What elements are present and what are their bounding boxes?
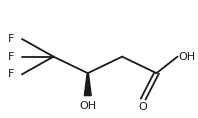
Text: F: F — [8, 69, 15, 79]
Text: O: O — [139, 102, 148, 112]
Text: OH: OH — [178, 52, 196, 62]
Text: F: F — [8, 34, 15, 44]
Text: OH: OH — [79, 101, 96, 111]
Text: F: F — [8, 52, 15, 62]
Polygon shape — [84, 73, 91, 96]
